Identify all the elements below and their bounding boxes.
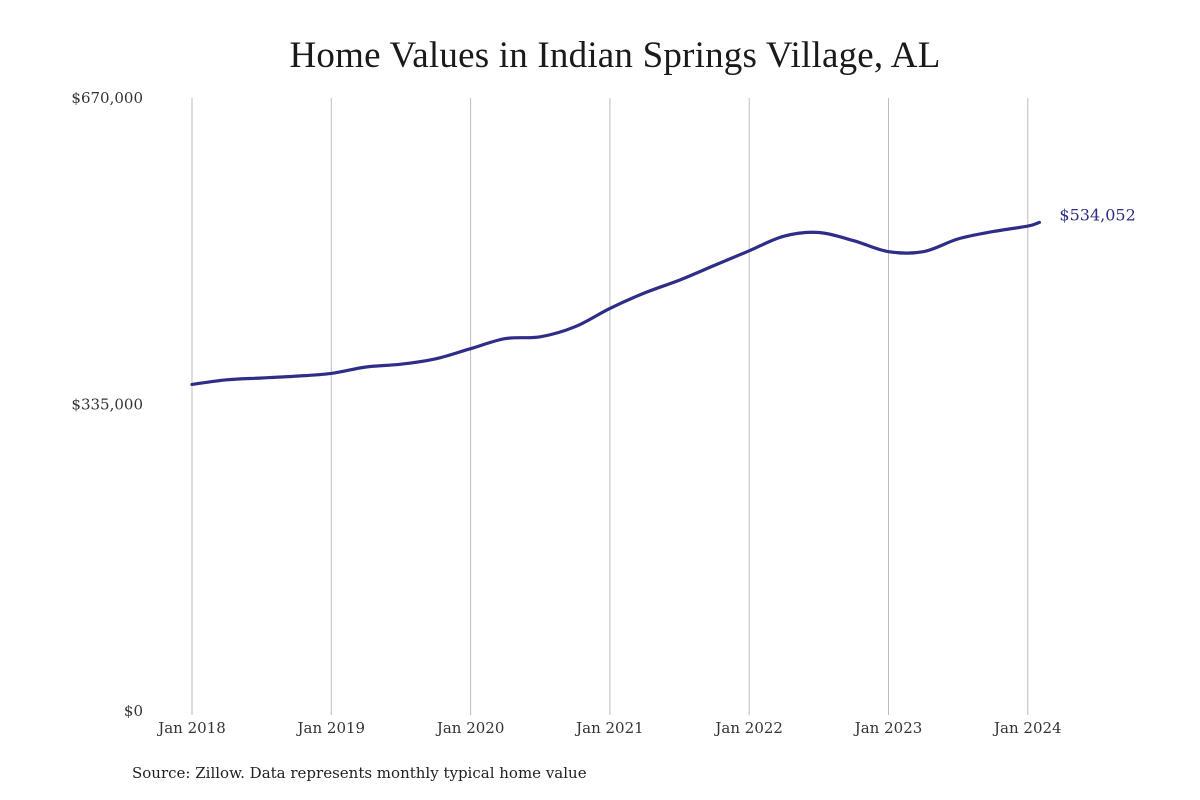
x-tick-label: Jan 2024: [992, 719, 1062, 737]
end-value-label: $534,052: [1059, 205, 1135, 224]
y-tick-label: $670,000: [71, 89, 143, 107]
x-tick-label: Jan 2022: [713, 719, 783, 737]
x-tick-label: Jan 2019: [296, 719, 366, 737]
x-tick-label: Jan 2023: [853, 719, 923, 737]
x-axis-ticks: Jan 2018 Jan 2019 Jan 2020 Jan 2021 Jan 2022…: [156, 719, 1061, 737]
end-label-layer: $534,052: [1059, 205, 1135, 224]
x-tick-label: Jan 2020: [435, 719, 505, 737]
y-tick-label: $335,000: [71, 396, 143, 414]
x-tick-label: Jan 2018: [156, 719, 226, 737]
series-layer: [190, 220, 1041, 386]
series-line: [190, 220, 1041, 386]
source-note: Source: Zillow. Data represents monthly …: [132, 764, 587, 782]
x-tick-label: Jan 2021: [574, 719, 644, 737]
y-tick-label: $0: [124, 702, 143, 720]
gridlines: [191, 98, 1029, 715]
y-axis-ticks: $0 $335,000 $670,000: [71, 89, 143, 720]
chart-title: Home Values in Indian Springs Village, A…: [289, 35, 941, 76]
